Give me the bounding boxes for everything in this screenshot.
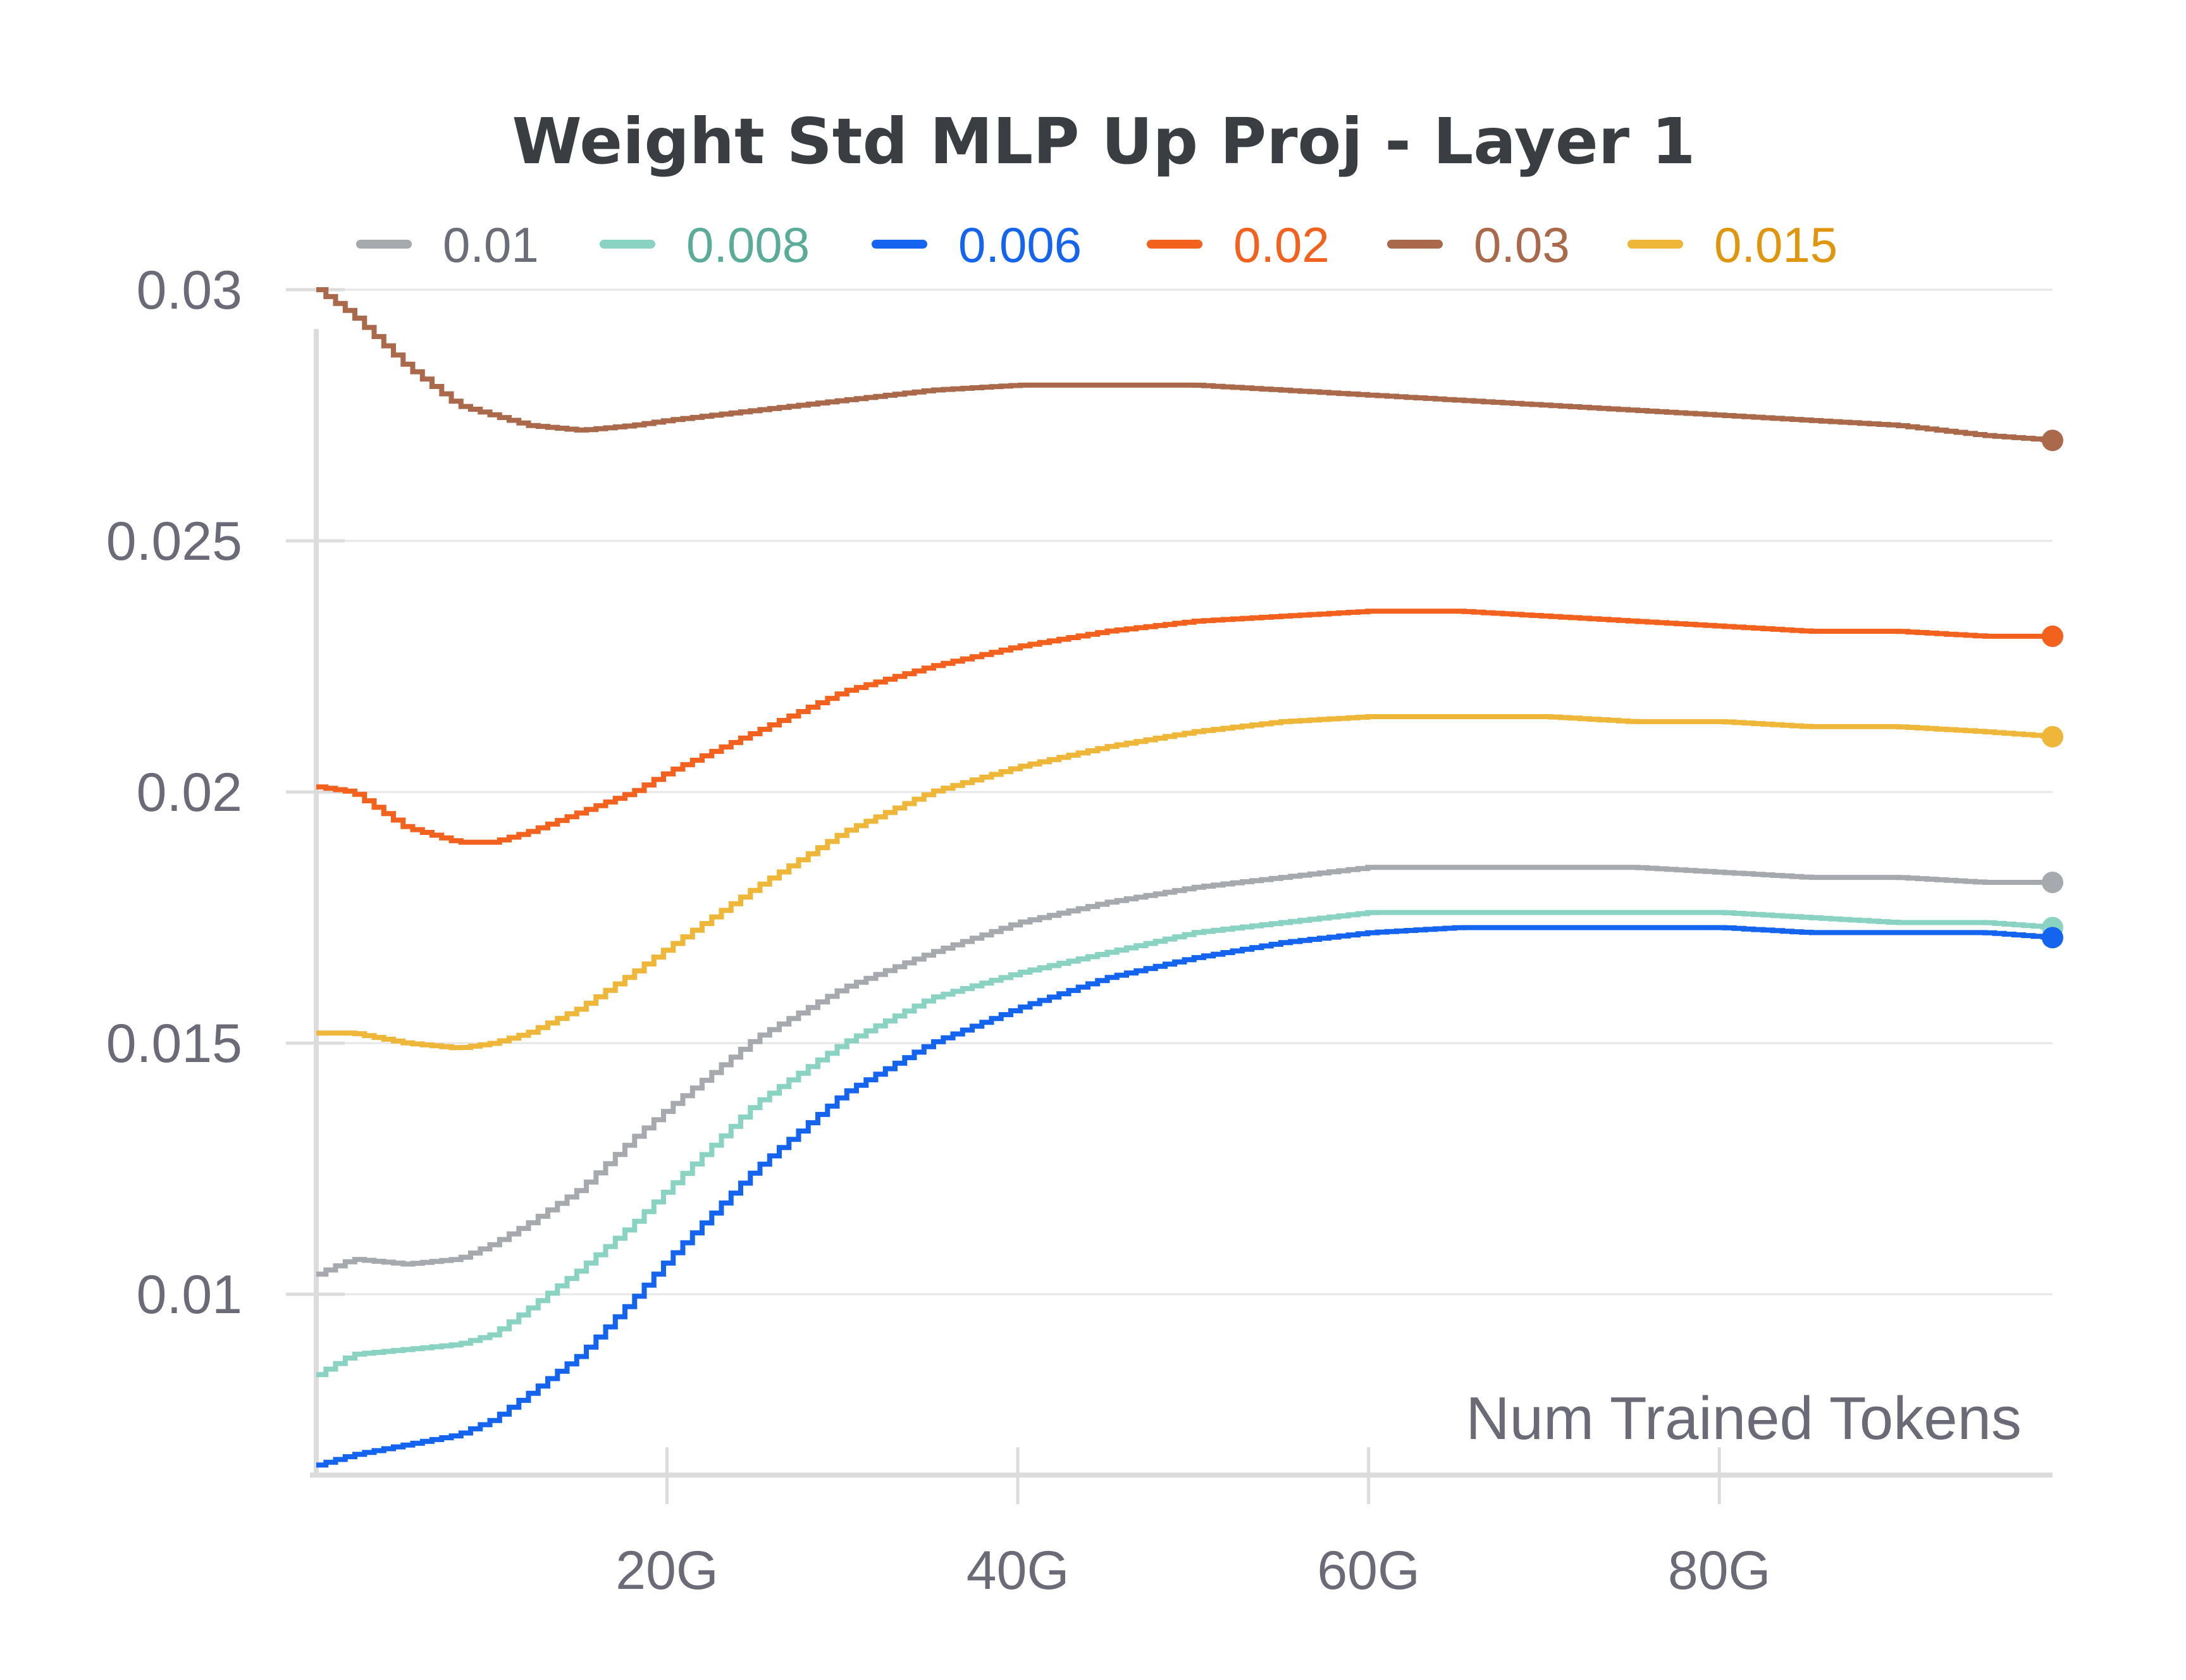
- series-line-0.03: [316, 287, 2055, 443]
- chart-title: Weight Std MLP Up Proj - Layer 1: [512, 104, 1696, 178]
- legend-label: 0.008: [686, 217, 810, 273]
- x-tick-label: 40G: [966, 1540, 1070, 1601]
- legend-label: 0.015: [1714, 217, 1837, 273]
- series-endpoint-0.02: [2042, 625, 2063, 647]
- y-tick-label: 0.03: [137, 260, 242, 321]
- series-endpoint-0.01: [2042, 872, 2063, 893]
- y-tick-label: 0.015: [106, 1013, 242, 1074]
- legend-label: 0.006: [958, 217, 1082, 273]
- series-line-0.01: [316, 865, 2053, 1277]
- series-line-0.006: [316, 925, 2055, 1468]
- y-axis-ticks: 0.01 0.015 0.02 0.025 0.03: [106, 260, 345, 1325]
- x-axis-ticks: 20G 40G 60G 80G: [615, 1447, 1770, 1601]
- gridlines: [316, 288, 2053, 1295]
- series-lines: [316, 287, 2063, 1468]
- series-endpoint-0.006: [2042, 927, 2063, 949]
- series-line-0.015: [316, 714, 2055, 1051]
- x-tick-label: 80G: [1668, 1540, 1771, 1601]
- x-tick-label: 60G: [1317, 1540, 1420, 1601]
- x-axis-title: Num Trained Tokens: [1466, 1385, 2022, 1452]
- series-endpoint-0.03: [2042, 429, 2063, 452]
- series-endpoint-0.015: [2042, 726, 2063, 748]
- legend-label: 0.01: [443, 217, 539, 273]
- legend-label: 0.02: [1233, 217, 1330, 273]
- axes: [310, 329, 2053, 1478]
- legend: 0.01 0.008 0.006 0.02 0.03 0.015: [356, 217, 1837, 273]
- y-tick-label: 0.025: [106, 511, 242, 572]
- x-tick-label: 20G: [615, 1540, 719, 1601]
- y-tick-label: 0.02: [137, 762, 242, 823]
- series-line-0.02: [316, 608, 2053, 845]
- y-tick-label: 0.01: [137, 1264, 242, 1325]
- series-line-0.008: [316, 910, 2055, 1378]
- legend-label: 0.03: [1474, 217, 1570, 273]
